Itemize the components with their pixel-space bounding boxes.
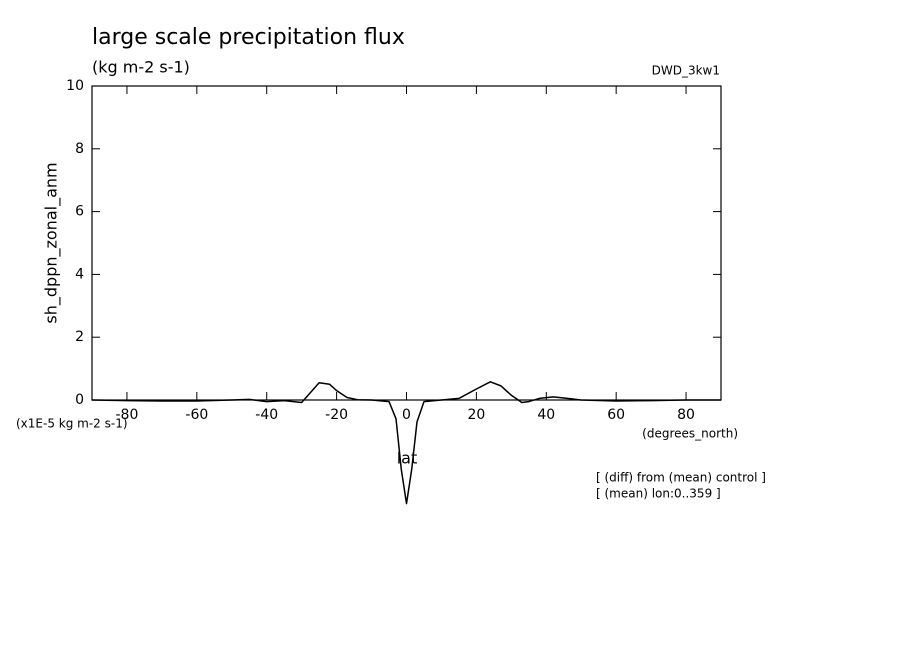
y-tick-label: 0	[75, 392, 84, 408]
x-tick-label: -60	[185, 407, 208, 423]
note: [ (mean) lon:0..359 ]	[596, 487, 721, 501]
x-tick-label: 40	[537, 407, 555, 423]
subtitle: (kg m-2 s-1)	[92, 58, 190, 77]
y-tick-label: 10	[66, 78, 84, 94]
x-tick-label: 0	[402, 407, 411, 423]
x-tick-label: 80	[677, 407, 695, 423]
y-tick-label: 6	[75, 204, 84, 220]
x-tick-label: 60	[607, 407, 625, 423]
x-tick-label: 20	[467, 407, 485, 423]
data-line	[91, 381, 721, 505]
x-units: (degrees_north)	[642, 427, 738, 441]
y-tick-label: 2	[75, 329, 84, 345]
note: [ (diff) from (mean) control ]	[596, 471, 766, 485]
y-tick-label: 4	[75, 266, 84, 282]
annotation: DWD_3kw1	[652, 64, 720, 78]
y-units: (x1E-5 kg m-2 s-1)	[16, 417, 128, 431]
y-tick-label: 8	[75, 141, 84, 157]
x-tick-label: -80	[116, 407, 139, 423]
chart-title: large scale precipitation flux	[92, 25, 405, 50]
x-tick-label: -40	[255, 407, 278, 423]
x-tick-label: -20	[325, 407, 348, 423]
y-axis-label: sh_dppn_zonal_anm	[42, 162, 62, 323]
